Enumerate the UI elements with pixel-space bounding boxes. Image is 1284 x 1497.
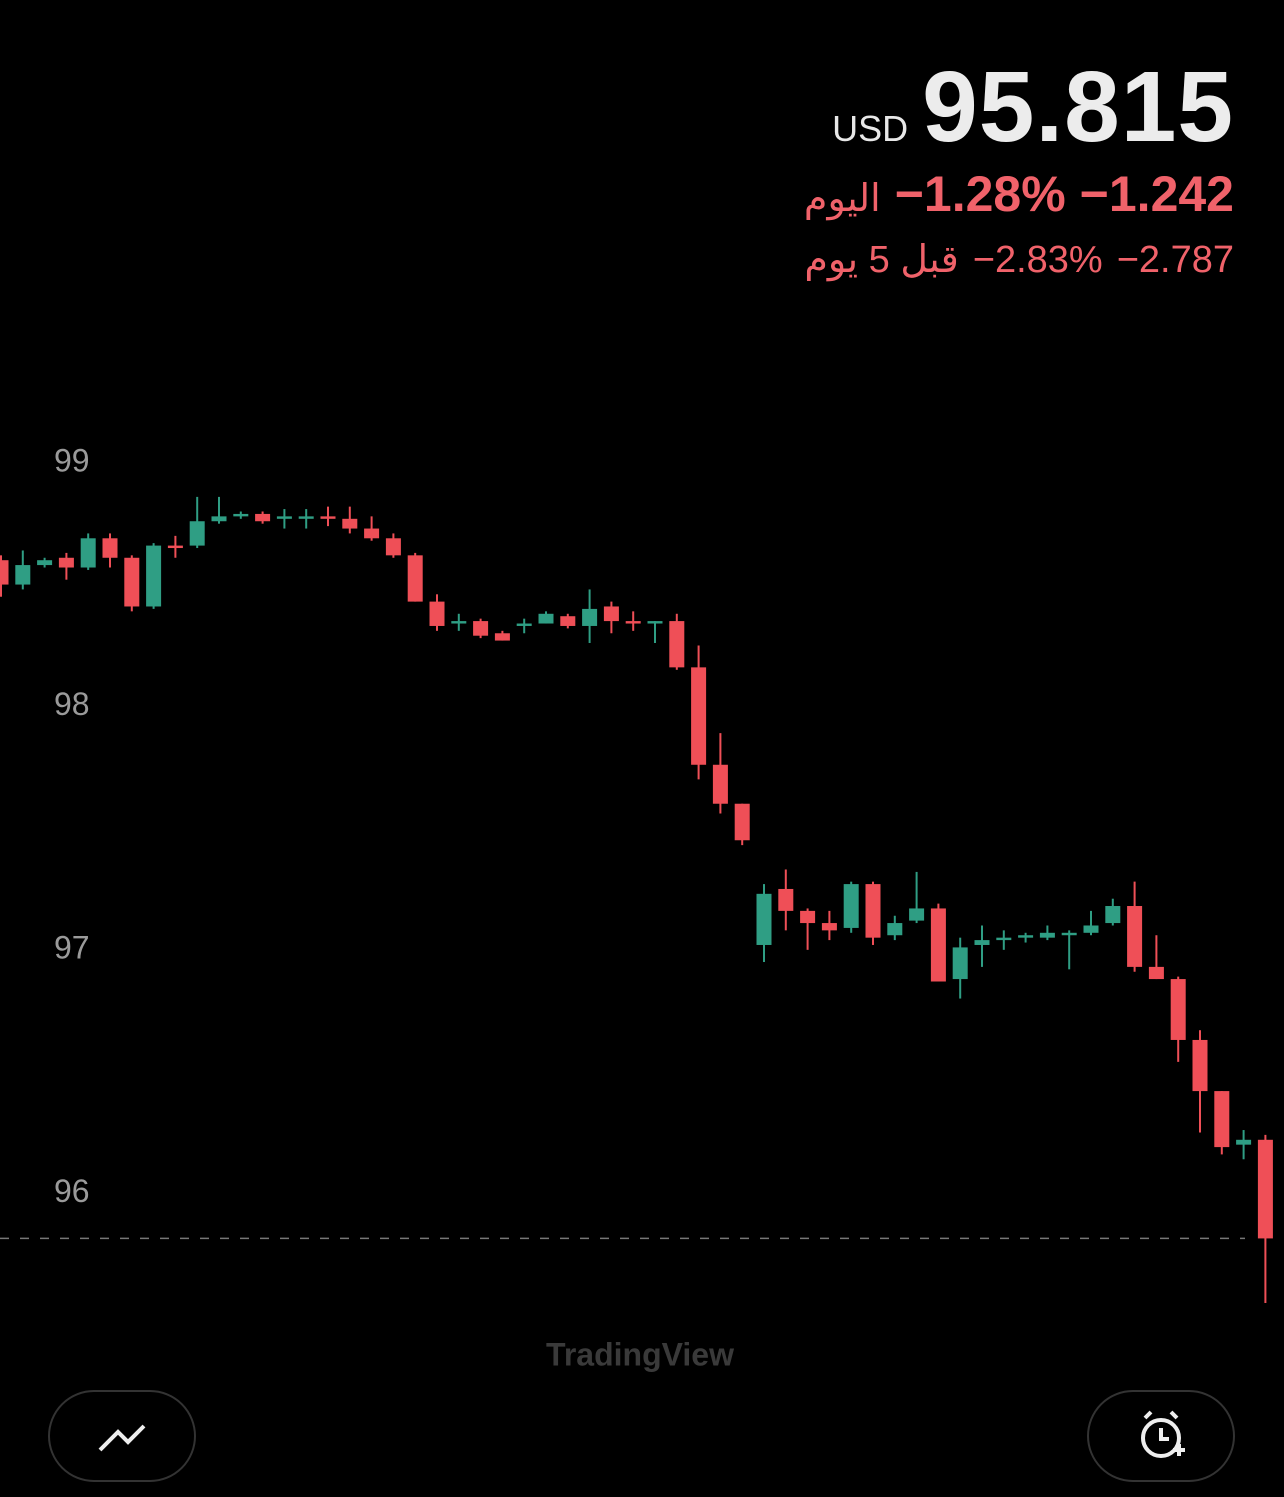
candle-body [930, 908, 946, 982]
candle-body [538, 613, 554, 624]
candle-body [451, 621, 467, 624]
chart: TradingView 96 97 98 99 [0, 442, 1273, 1372]
candle-body [691, 667, 707, 765]
candle-body [58, 557, 74, 568]
candle-body [821, 923, 837, 931]
week-change: −2.787 [1116, 239, 1234, 281]
alert-icon [1141, 1410, 1185, 1458]
candle-body [560, 616, 576, 626]
candle-body [625, 621, 641, 624]
candle-body [1214, 1091, 1230, 1148]
candle-body [996, 937, 1012, 941]
candle-body [1170, 979, 1186, 1040]
candle-body [124, 557, 140, 607]
week-label: قبل 5 يوم [804, 239, 959, 281]
candle-body [407, 555, 423, 602]
candle-body [1105, 906, 1121, 924]
candle-body [734, 803, 750, 841]
candle-body [603, 606, 619, 622]
candle-body [298, 516, 314, 519]
candle-body [320, 516, 336, 519]
currency: USD [832, 108, 909, 149]
candle-body [1083, 925, 1099, 933]
chart-icon [98, 1424, 146, 1452]
candle-body [1127, 906, 1143, 967]
candle-body [1192, 1039, 1208, 1092]
candle-body [211, 516, 227, 522]
day-pct: −1.28% [894, 166, 1066, 222]
candle-body [516, 623, 532, 626]
candle-body [669, 621, 685, 668]
candle-body [712, 764, 728, 804]
chart-type-button[interactable] [48, 1390, 196, 1482]
candle-body [473, 621, 489, 636]
candle-body [1018, 935, 1034, 938]
candle-body [1257, 1139, 1273, 1239]
week-pct: −2.83% [972, 239, 1103, 281]
y-tick-label: 99 [54, 442, 90, 478]
candle-body [0, 560, 9, 585]
candle-body [364, 528, 380, 539]
price: 95.815 [922, 51, 1234, 163]
y-tick-label: 97 [54, 929, 90, 965]
candle-body [1061, 932, 1077, 936]
candle-body [952, 947, 968, 980]
candle-body [800, 910, 816, 924]
candle-body [843, 884, 859, 928]
candle-body [778, 888, 794, 911]
candle-body [167, 545, 183, 549]
candle-body [342, 518, 358, 529]
candle-body [582, 608, 598, 626]
day-label: اليوم [803, 178, 881, 220]
candle-body [909, 908, 925, 921]
candle-body [429, 601, 445, 626]
candle-body [80, 538, 96, 568]
watermark: TradingView [546, 1336, 734, 1372]
candle-body [102, 538, 118, 558]
candle-body [255, 513, 271, 522]
y-tick-label: 96 [54, 1173, 90, 1209]
candle-body [1148, 966, 1164, 980]
candle-body [15, 565, 31, 585]
candle-body [887, 923, 903, 936]
candle-body [1039, 932, 1055, 938]
candle-body [494, 633, 510, 641]
candle-body [276, 516, 292, 519]
day-change: −1.242 [1079, 166, 1234, 222]
candle-body [233, 513, 249, 517]
alert-button[interactable] [1087, 1390, 1235, 1482]
candle-body [385, 538, 401, 556]
candle-body [1236, 1139, 1252, 1145]
candle-body [974, 940, 990, 945]
candle-body [647, 621, 663, 624]
candle-body [37, 560, 53, 566]
candle-body [146, 545, 162, 607]
y-tick-label: 98 [54, 686, 90, 722]
quote-header: USD 95.815 اليوم −1.28% −1.242 قبل 5 يوم… [804, 50, 1234, 282]
candle-body [189, 521, 205, 546]
candle-body [865, 884, 881, 938]
candle-body [756, 893, 772, 945]
